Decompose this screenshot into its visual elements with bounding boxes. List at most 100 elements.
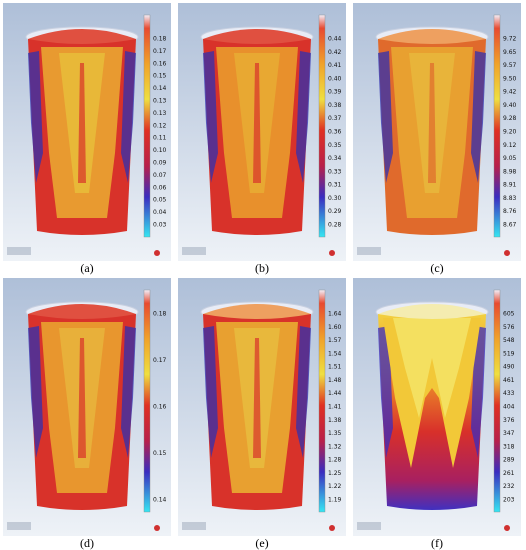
colorbar-label: 0.10 [153, 147, 167, 154]
colorbar-label: 0.09 [153, 160, 167, 167]
colorbar-label: 0.17 [153, 48, 167, 55]
colorbar-label: 1.38 [328, 417, 342, 424]
colorbar-label: 433 [503, 390, 515, 397]
colorbar-label: 8.91 [503, 182, 517, 189]
cup-blue-left [203, 51, 218, 183]
colorbar-label: 490 [503, 364, 515, 371]
colorbar-label: 0.33 [328, 168, 342, 175]
colorbar [318, 14, 326, 238]
colorbar-label: 0.37 [328, 115, 342, 122]
cup-red-streak [253, 338, 261, 458]
colorbar-label: 232 [503, 483, 515, 490]
colorbar-label: 9.72 [503, 36, 517, 43]
panel: 605 576 548 519 490 461 433 404 376 347 318 289 261 2… [353, 278, 521, 536]
colorbar [493, 14, 501, 238]
colorbar-label: 548 [503, 337, 515, 344]
colorbar-label: 0.41 [328, 62, 342, 69]
colorbar-label: 0.29 [328, 208, 342, 215]
colorbar-label: 1.48 [328, 377, 342, 384]
colorbar-label: 576 [503, 324, 515, 331]
colorbar-label: 0.44 [328, 36, 342, 43]
colorbar-label: 519 [503, 350, 515, 357]
colorbar-label: 0.31 [328, 182, 342, 189]
colorbar-label: 0.14 [153, 85, 167, 92]
colorbar-label: 1.35 [328, 430, 342, 437]
colorbar-label: 461 [503, 377, 515, 384]
colorbar-label: 0.17 [153, 357, 167, 364]
panel: 0.18 0.17 0.16 0.15 0.14 0.13 0.13 0.12 0.11 0.10… [3, 3, 171, 261]
colorbar-label: 9.42 [503, 89, 517, 96]
colorbar-label: 0.16 [153, 60, 167, 67]
colorbar-label: 376 [503, 417, 515, 424]
colorbar-label: 203 [503, 497, 515, 504]
colorbar-label: 1.41 [328, 404, 342, 411]
colorbar-label: 404 [503, 404, 515, 411]
colorbar-label: 0.16 [153, 404, 167, 411]
footer-text [357, 522, 381, 530]
logo [154, 525, 160, 531]
colorbar-label: 0.04 [153, 209, 167, 216]
colorbar-label: 9.20 [503, 129, 517, 136]
colorbar-label: 0.05 [153, 197, 167, 204]
cup-blue-right [296, 326, 311, 458]
colorbar-label: 0.07 [153, 172, 167, 179]
colorbar-label: 0.18 [153, 311, 167, 318]
cup-red-streak [78, 63, 86, 183]
cup-blue-left [28, 326, 43, 458]
colorbar-label: 1.60 [328, 324, 342, 331]
colorbar-label: 0.30 [328, 195, 342, 202]
colorbar-label: 9.40 [503, 102, 517, 109]
colorbar [493, 289, 501, 513]
cup-cap [28, 29, 136, 44]
footer-text [182, 522, 206, 530]
colorbar-label: 0.14 [153, 497, 167, 504]
colorbar-label: 8.98 [503, 168, 517, 175]
footer-text [7, 247, 31, 255]
cup-blue-right [471, 51, 486, 183]
panel: 9.72 9.65 9.57 9.50 9.42 9.40 9.28 9.20 9.12 9.05… [353, 3, 521, 261]
colorbar-label: 1.51 [328, 364, 342, 371]
colorbar [143, 289, 151, 513]
colorbar-label: 1.57 [328, 337, 342, 344]
colorbar-label: 1.19 [328, 497, 342, 504]
panel: 0.18 0.17 0.16 0.15 0.14 [3, 278, 171, 536]
colorbar-label: 1.54 [328, 350, 342, 357]
colorbar-label: 347 [503, 430, 515, 437]
colorbar-label: 0.28 [328, 222, 342, 229]
colorbar-label: 0.18 [153, 36, 167, 43]
colorbar-label: 0.13 [153, 98, 167, 105]
colorbar-label: 1.64 [328, 311, 342, 318]
caption: (b) [255, 261, 269, 275]
colorbar-label: 0.11 [153, 135, 167, 142]
colorbar-label: 0.13 [153, 110, 167, 117]
colorbar-label: 1.44 [328, 390, 342, 397]
cup-blue-left [203, 326, 218, 458]
colorbar-label: 0.15 [153, 73, 167, 80]
colorbar-label: 0.39 [328, 89, 342, 96]
cup-cap [378, 304, 486, 319]
colorbar-label: 318 [503, 443, 515, 450]
cup-cap [28, 304, 136, 319]
colorbar-label: 9.28 [503, 115, 517, 122]
colorbar-label: 1.25 [328, 470, 342, 477]
colorbar-label: 605 [503, 311, 515, 318]
cup-cap [203, 29, 311, 44]
cup-blue-left [28, 51, 43, 183]
footer-text [7, 522, 31, 530]
logo [504, 525, 510, 531]
colorbar-label: 1.32 [328, 443, 342, 450]
caption: (f) [431, 536, 443, 550]
colorbar-label: 0.12 [153, 122, 167, 129]
colorbar-label: 9.12 [503, 142, 517, 149]
colorbar [318, 289, 326, 513]
cup-blue-right [121, 51, 136, 183]
colorbar-label: 8.67 [503, 222, 517, 229]
cup-blue-right [121, 326, 136, 458]
cup-red-streak [78, 338, 86, 458]
colorbar-label: 9.50 [503, 75, 517, 82]
colorbar-label: 1.22 [328, 483, 342, 490]
caption: (e) [255, 536, 268, 550]
caption: (d) [80, 536, 94, 550]
cup-blue-left [378, 51, 393, 183]
